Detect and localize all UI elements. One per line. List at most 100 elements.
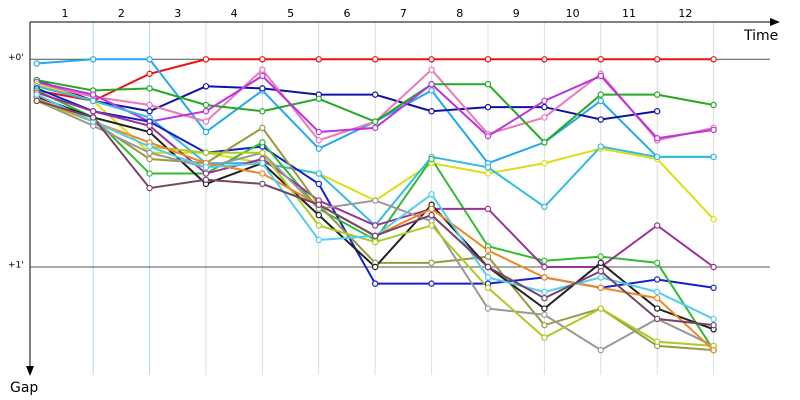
x-tick-label: 11	[622, 7, 636, 20]
point	[202, 164, 210, 171]
point	[541, 288, 548, 296]
point	[541, 203, 548, 210]
point	[259, 139, 266, 146]
point	[315, 236, 322, 244]
series-line	[36, 79, 658, 121]
point	[653, 288, 661, 296]
point	[710, 346, 717, 354]
x-tick-label: 7	[400, 7, 407, 20]
x-tick-label: 10	[566, 7, 580, 20]
point	[428, 205, 435, 213]
point	[484, 132, 492, 140]
point	[259, 56, 266, 63]
point	[89, 56, 97, 63]
point	[146, 56, 153, 63]
point	[484, 263, 492, 271]
point	[146, 149, 153, 156]
point	[202, 170, 210, 177]
point	[315, 170, 322, 177]
point	[484, 81, 492, 88]
x-tick-label: 4	[231, 7, 238, 20]
point	[371, 124, 379, 132]
point	[89, 97, 97, 105]
point	[653, 276, 661, 283]
point	[202, 149, 210, 156]
point	[541, 56, 548, 63]
point	[597, 253, 604, 260]
point	[597, 346, 604, 354]
point	[541, 257, 548, 264]
point	[89, 108, 97, 115]
point	[259, 72, 266, 80]
point	[428, 222, 435, 229]
point	[484, 247, 492, 254]
point	[371, 56, 379, 63]
point	[710, 126, 717, 134]
point	[202, 101, 210, 109]
point	[541, 305, 548, 312]
point	[484, 274, 492, 281]
point	[89, 91, 97, 98]
point	[710, 101, 717, 109]
point	[428, 56, 435, 63]
point	[541, 334, 548, 341]
point	[33, 60, 40, 67]
point	[202, 128, 210, 136]
point	[653, 56, 661, 63]
point	[371, 118, 379, 125]
point	[597, 274, 604, 281]
point	[597, 259, 604, 267]
point	[371, 280, 379, 287]
point	[315, 211, 322, 219]
x-tick-label: 9	[513, 7, 520, 20]
point	[428, 211, 435, 219]
point	[202, 83, 210, 90]
point	[597, 305, 604, 312]
point	[541, 274, 548, 281]
point	[315, 56, 322, 63]
point	[597, 72, 604, 80]
point	[428, 191, 435, 198]
point	[484, 253, 492, 260]
x-arrow	[770, 18, 780, 26]
point	[146, 70, 153, 78]
point	[710, 153, 717, 161]
point	[315, 201, 322, 208]
point	[259, 66, 266, 73]
point	[146, 184, 153, 192]
point	[315, 222, 322, 229]
y-axis-title: Gap	[10, 380, 38, 396]
point	[597, 116, 604, 123]
point	[371, 91, 379, 98]
point	[146, 101, 153, 109]
point	[597, 97, 604, 105]
point	[259, 85, 266, 92]
point	[202, 176, 210, 183]
point	[484, 305, 492, 312]
point	[371, 263, 379, 271]
point	[597, 284, 604, 291]
point	[653, 315, 661, 323]
point	[484, 164, 492, 171]
point	[484, 56, 492, 63]
x-tick-label: 2	[118, 7, 125, 20]
point	[541, 103, 548, 111]
point	[315, 128, 322, 136]
point	[653, 153, 661, 161]
x-tick-label: 1	[61, 7, 68, 20]
point	[259, 170, 266, 177]
x-tick-label: 5	[287, 7, 294, 20]
y-tick-label: +1'	[8, 261, 24, 271]
x-tick-label: 3	[174, 7, 181, 20]
point	[202, 118, 210, 125]
point	[146, 122, 153, 129]
point	[371, 238, 379, 246]
point	[541, 139, 548, 146]
x-axis-title: Time	[743, 28, 778, 44]
point	[428, 66, 435, 73]
point	[541, 311, 548, 318]
point	[484, 170, 492, 177]
point	[597, 267, 604, 275]
point	[146, 85, 153, 92]
